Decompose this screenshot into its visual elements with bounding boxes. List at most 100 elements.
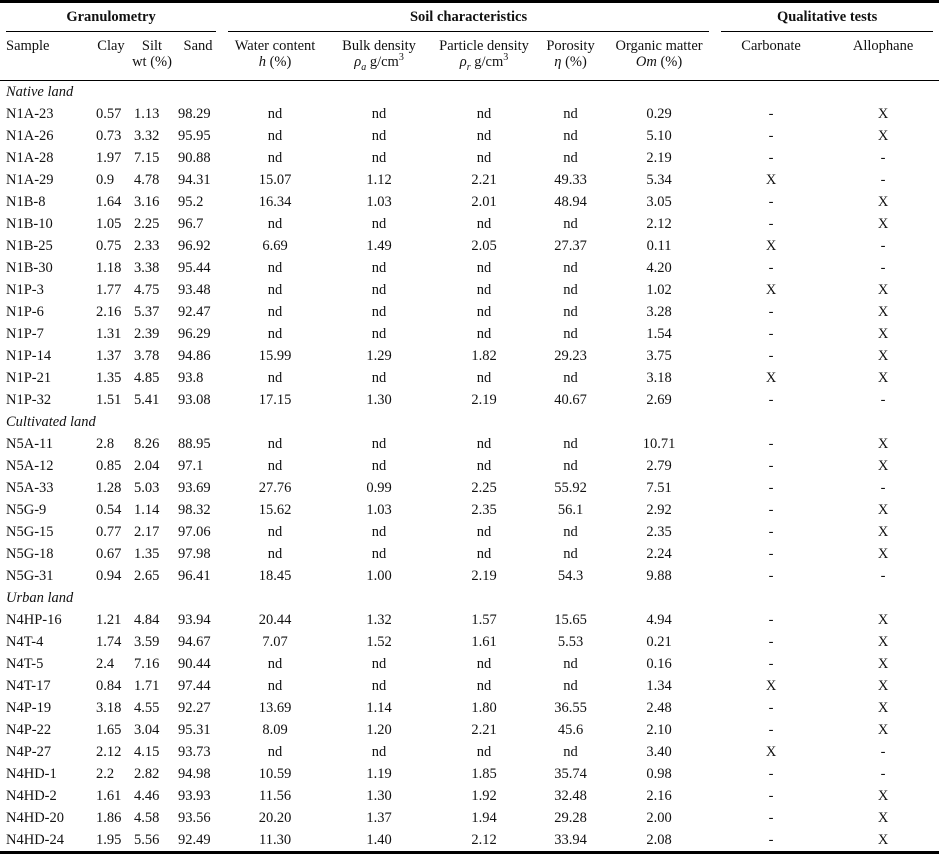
cell: 5.53 bbox=[557, 634, 584, 650]
cell: 1.13 bbox=[134, 106, 160, 122]
group-cell: Granulometry bbox=[0, 0, 223, 33]
group-title: Qualitative tests bbox=[721, 5, 934, 32]
cell: 2.04 bbox=[134, 458, 160, 474]
cell: 1.31 bbox=[96, 326, 122, 342]
sample-id: N4HD-1 bbox=[6, 766, 57, 782]
data-row: N1B-8 1.64 3.16 95.2 16.34 1.03 2.01 48.94 3.05 -… bbox=[0, 191, 939, 213]
cell: 2.19 bbox=[471, 568, 497, 584]
cell: 3.78 bbox=[134, 348, 160, 364]
cell: 1.80 bbox=[471, 700, 497, 716]
cell: - bbox=[768, 458, 774, 474]
cell: nd bbox=[563, 546, 578, 562]
cell: 5.56 bbox=[130, 829, 174, 854]
section-row: Urban land bbox=[0, 587, 939, 609]
cell: 54.3 bbox=[557, 568, 584, 584]
column-title: Water content bbox=[234, 38, 316, 54]
cell: 5.41 bbox=[134, 392, 160, 408]
cell: X bbox=[877, 700, 889, 716]
cell: - bbox=[768, 612, 774, 628]
cell: - bbox=[880, 172, 886, 188]
cell: 3.59 bbox=[134, 634, 160, 650]
cell: nd bbox=[476, 656, 492, 672]
column-title: Bulk density bbox=[342, 38, 416, 54]
cell: nd bbox=[267, 678, 283, 694]
cell: 4.20 bbox=[646, 260, 672, 276]
cell: 1.54 bbox=[646, 326, 672, 342]
cell: 2.16 bbox=[646, 788, 672, 804]
cell: nd bbox=[476, 326, 492, 342]
section-row: Native land bbox=[0, 81, 939, 104]
cell: nd bbox=[267, 282, 283, 298]
cell: 1.29 bbox=[366, 348, 392, 364]
cell: 1.19 bbox=[366, 766, 392, 782]
cell: X bbox=[877, 216, 889, 232]
cell: nd bbox=[563, 744, 578, 760]
cell: 4.94 bbox=[646, 612, 672, 628]
unit-symbol: h bbox=[258, 54, 266, 70]
cell: nd bbox=[563, 678, 578, 694]
cell: 2.25 bbox=[471, 480, 497, 496]
cell: 13.69 bbox=[258, 700, 292, 716]
sample-id: N5G-15 bbox=[6, 524, 54, 540]
column-title: Carbonate bbox=[741, 38, 801, 54]
cell: 1.49 bbox=[366, 238, 392, 254]
cell: 11.30 bbox=[222, 829, 329, 854]
cell: nd bbox=[476, 744, 492, 760]
sample-id: N4HD-2 bbox=[6, 788, 57, 804]
data-row: N1P-21 1.35 4.85 93.8 nd nd nd nd 3.18 X X bbox=[0, 367, 939, 389]
cell: 94.98 bbox=[178, 766, 211, 782]
cell: 1.35 bbox=[96, 370, 122, 386]
cell: 94.86 bbox=[178, 348, 211, 364]
cell: - bbox=[880, 766, 886, 782]
cell: 93.56 bbox=[178, 810, 211, 826]
data-row: N1P-7 1.31 2.39 96.29 nd nd nd nd 1.54 - X bbox=[0, 323, 939, 345]
cell: 95.2 bbox=[178, 194, 204, 210]
cell: nd bbox=[267, 458, 283, 474]
cell: 9.88 bbox=[646, 568, 672, 584]
cell: - bbox=[880, 392, 886, 408]
cell: 0.73 bbox=[96, 128, 122, 144]
cell: 1.14 bbox=[134, 502, 160, 518]
cell: 4.58 bbox=[134, 810, 160, 826]
cell: nd bbox=[371, 678, 387, 694]
column-header: Bulk density ρa g/cm3 bbox=[328, 33, 431, 81]
sample-id: N4HD-24 bbox=[0, 829, 92, 854]
cell: 93.8 bbox=[178, 370, 204, 386]
cell: nd bbox=[267, 370, 283, 386]
cell: 1.18 bbox=[96, 260, 122, 276]
cell: 0.75 bbox=[96, 238, 122, 254]
column-header: Carbonate bbox=[715, 33, 828, 81]
cell: 2.10 bbox=[646, 722, 672, 738]
cell: 15.62 bbox=[258, 502, 292, 518]
cell: 6.69 bbox=[262, 238, 288, 254]
cell: 93.73 bbox=[178, 744, 211, 760]
cell: 1.05 bbox=[96, 216, 122, 232]
cell: nd bbox=[563, 128, 578, 144]
cell: 1.92 bbox=[471, 788, 497, 804]
column-unit-line: ρa g/cm3 bbox=[328, 53, 430, 73]
sample-id: N1A-26 bbox=[6, 128, 54, 144]
cell: nd bbox=[371, 216, 387, 232]
cell: X bbox=[877, 612, 889, 628]
column-unit-line: ρr g/cm3 bbox=[430, 53, 538, 73]
cell: 1.40 bbox=[328, 829, 431, 854]
sample-id: N4T-5 bbox=[6, 656, 44, 672]
cell: X bbox=[765, 744, 777, 760]
cell: 2.25 bbox=[134, 216, 160, 232]
data-row: N5G-18 0.67 1.35 97.98 nd nd nd nd 2.24 - X bbox=[0, 543, 939, 565]
cell: 3.40 bbox=[646, 744, 672, 760]
data-row: N4P-19 3.18 4.55 92.27 13.69 1.14 1.80 36.55 2.4… bbox=[0, 697, 939, 719]
unit: g/cm bbox=[369, 54, 399, 70]
cell: 2.17 bbox=[134, 524, 160, 540]
cell: 35.74 bbox=[554, 766, 587, 782]
unit: (%) bbox=[269, 54, 292, 70]
sample-id: N4T-17 bbox=[6, 678, 51, 694]
section-row: Cultivated land bbox=[0, 411, 939, 433]
cell: 5.10 bbox=[646, 128, 672, 144]
unit: (%) bbox=[660, 54, 683, 70]
cell: nd bbox=[476, 436, 492, 452]
cell: 2.79 bbox=[646, 458, 672, 474]
data-row: N4HD-2 1.61 4.46 93.93 11.56 1.30 1.92 32.48 2.1… bbox=[0, 785, 939, 807]
cell: X bbox=[877, 788, 889, 804]
